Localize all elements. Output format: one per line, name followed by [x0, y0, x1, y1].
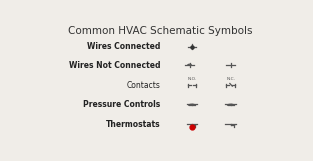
Text: N.O.: N.O. [187, 77, 197, 80]
Text: Contacts: Contacts [126, 80, 160, 90]
Text: Pressure Controls: Pressure Controls [83, 100, 160, 109]
Text: Thermostats: Thermostats [106, 120, 160, 129]
Text: Wires Connected: Wires Connected [87, 42, 160, 51]
Text: Wires Not Connected: Wires Not Connected [69, 61, 160, 70]
Text: Common HVAC Schematic Symbols: Common HVAC Schematic Symbols [68, 25, 253, 36]
Text: N.C.: N.C. [226, 77, 235, 80]
